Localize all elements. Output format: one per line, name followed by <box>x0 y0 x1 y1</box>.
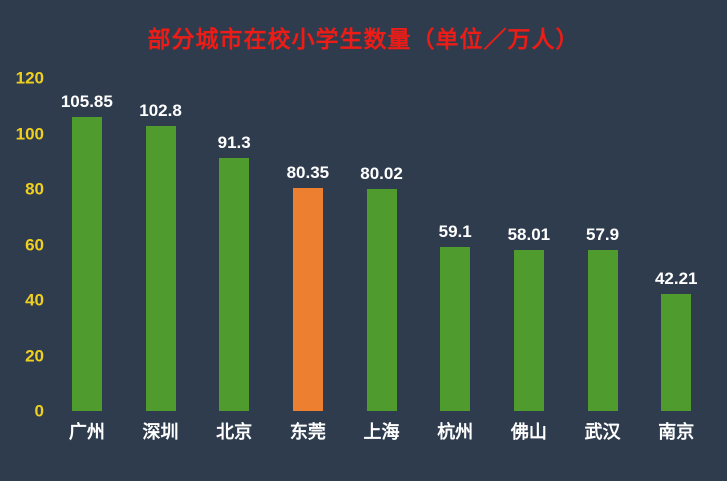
category-label: 北京 <box>216 422 253 442</box>
bar <box>219 157 250 411</box>
bar-group: 80.02 上海 <box>345 78 419 442</box>
bar-value-label: 105.85 <box>60 92 113 112</box>
category-label: 广州 <box>68 422 105 442</box>
y-tick-label: 80 <box>25 179 44 199</box>
bar-value-label: 80.02 <box>360 163 403 183</box>
bar-group: 80.35 东莞 <box>271 78 345 442</box>
bar-value-label: 102.8 <box>139 100 182 120</box>
y-tick-label: 40 <box>25 290 44 310</box>
bar-value-label: 58.01 <box>507 225 551 245</box>
category-label: 上海 <box>363 422 400 442</box>
y-tick-label: 100 <box>15 124 44 143</box>
bar-value-label: 91.3 <box>217 132 251 152</box>
bar-group: 105.85 广州 <box>50 78 124 442</box>
category-label: 东莞 <box>289 422 326 442</box>
bar-group: 58.01 佛山 <box>492 78 566 442</box>
bar-group: 102.8 深圳 <box>124 78 198 442</box>
y-tick-label: 60 <box>25 235 44 254</box>
category-label: 杭州 <box>437 422 474 442</box>
bar-value-label: 57.9 <box>585 225 620 245</box>
y-axis: 0 20 40 60 80 100 120 <box>8 70 50 420</box>
category-label: 南京 <box>658 422 695 442</box>
bar-value-label: 80.35 <box>286 163 330 183</box>
bar <box>292 188 323 411</box>
y-tick-label: 0 <box>34 401 44 421</box>
plot-area: 0 20 40 60 80 100 120 105.85 广州 102.8 深圳 91.3 北京 80.… <box>8 70 713 443</box>
bar <box>661 293 692 411</box>
bar-value-label: 59.1 <box>438 222 472 241</box>
bar <box>440 247 471 411</box>
bar <box>366 188 397 411</box>
chart-title: 部分城市在校小学生数量（单位／万人） <box>147 26 580 52</box>
category-label: 深圳 <box>142 422 179 442</box>
bar <box>71 117 102 411</box>
bar-group: 59.1 杭州 <box>418 78 492 442</box>
bar <box>513 250 544 411</box>
bar <box>145 125 176 411</box>
y-tick-label: 120 <box>15 68 44 88</box>
bar-group: 91.3 北京 <box>197 78 271 442</box>
category-label: 武汉 <box>584 422 621 442</box>
bar-value-label: 42.21 <box>654 268 698 288</box>
bar-group: 57.9 武汉 <box>566 78 640 442</box>
category-label: 佛山 <box>510 422 547 442</box>
bar <box>587 250 618 411</box>
bars-area: 105.85 广州 102.8 深圳 91.3 北京 80.35 东莞 80.02 上海 59.1 杭… <box>50 78 713 442</box>
y-tick-label: 20 <box>25 346 44 365</box>
bar-group: 42.21 南京 <box>639 78 713 442</box>
